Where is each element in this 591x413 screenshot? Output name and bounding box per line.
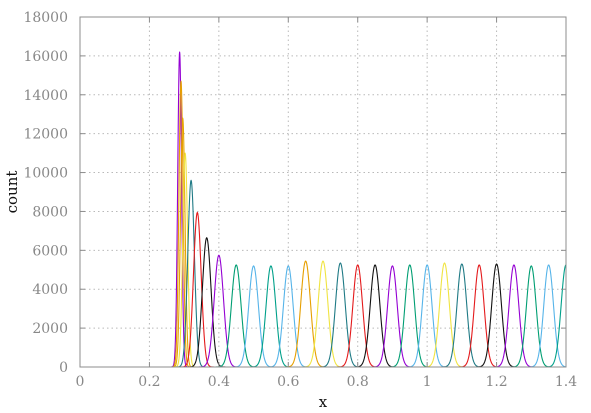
y-tick-labels: 0 2000 4000 6000 8000 10000 12000 14000 16000 180… — [23, 10, 68, 376]
series-line-1 — [169, 51, 190, 368]
series-line-19 — [385, 264, 435, 368]
x-tick-labels: 0 0.2 0.4 0.6 0.8 1 1.2 1.4 — [76, 374, 578, 390]
y-tick-label: 14000 — [23, 88, 68, 104]
x-tick-label: 0 — [76, 374, 85, 390]
y-axis-title: count — [3, 171, 21, 214]
series-line-12 — [263, 265, 313, 368]
x-tick-label: 1 — [423, 374, 432, 390]
series-line-23 — [454, 264, 504, 368]
x-tick-label: 0.6 — [277, 374, 299, 390]
plot-frame — [79, 16, 567, 368]
series-line-14 — [298, 260, 348, 368]
series-line-7 — [184, 237, 229, 368]
y-tick-label: 16000 — [23, 49, 68, 65]
y-tick-label: 6000 — [32, 243, 68, 259]
y-tick-label: 0 — [59, 360, 68, 376]
series-layer — [169, 51, 567, 368]
series-line-6 — [178, 211, 217, 368]
series-line-18 — [368, 265, 417, 368]
series-line-10 — [229, 265, 278, 368]
series-line-25 — [489, 264, 539, 368]
series-line-17 — [350, 264, 400, 368]
y-tick-label: 8000 — [32, 204, 68, 220]
series-line-16 — [333, 264, 383, 368]
axis-ticks — [79, 16, 567, 368]
series-line-22 — [437, 263, 487, 368]
series-line-3 — [171, 117, 195, 368]
series-line-26 — [506, 265, 556, 368]
y-tick-label: 4000 — [32, 282, 68, 298]
x-axis-title: x — [319, 393, 328, 411]
y-tick-label: 12000 — [23, 127, 68, 143]
x-tick-label: 0.2 — [138, 374, 160, 390]
grid — [80, 17, 566, 367]
x-tick-label: 0.8 — [347, 374, 369, 390]
x-tick-label: 0.4 — [208, 374, 230, 390]
series-line-2 — [170, 80, 192, 368]
series-line-9 — [211, 264, 261, 368]
y-tick-label: 18000 — [23, 10, 68, 26]
series-line-11 — [246, 265, 296, 368]
x-tick-label: 1.4 — [555, 374, 577, 390]
y-tick-label: 2000 — [32, 321, 68, 337]
y-tick-label: 10000 — [23, 166, 68, 182]
series-line-20 — [402, 264, 452, 368]
x-tick-label: 1.2 — [485, 374, 507, 390]
